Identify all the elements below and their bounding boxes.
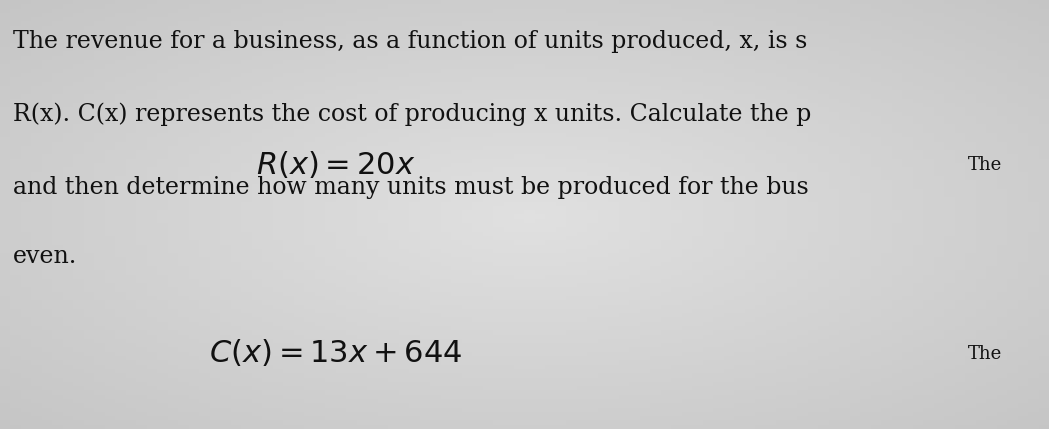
- Text: even.: even.: [13, 245, 77, 268]
- Text: R(x). C(x) represents the cost of producing x units. Calculate the p: R(x). C(x) represents the cost of produc…: [13, 103, 811, 127]
- Text: $C(x) = 13x + 644$: $C(x) = 13x + 644$: [209, 338, 463, 369]
- Text: and then determine how many units must be produced for the bus: and then determine how many units must b…: [13, 176, 809, 199]
- Text: The: The: [967, 345, 1002, 363]
- Text: The revenue for a business, as a function of units produced, x, is s: The revenue for a business, as a functio…: [13, 30, 807, 53]
- Text: The: The: [967, 156, 1002, 174]
- Text: $R(x) = 20x$: $R(x) = 20x$: [256, 150, 415, 181]
